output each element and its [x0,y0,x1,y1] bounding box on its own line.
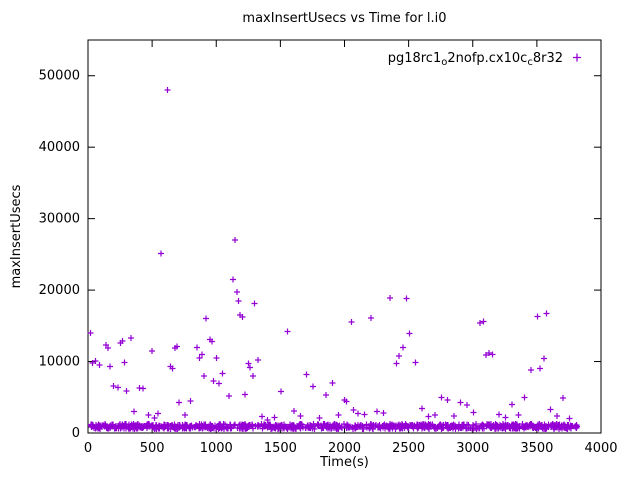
y-tick-label: 30000 [39,212,80,227]
y-axis-label: maxInsertUsecs [9,184,24,288]
x-tick-label: 500 [140,441,165,456]
y-tick-label: 10000 [39,355,80,370]
chart-title: maxInsertUsecs vs Time for l.i0 [242,11,446,26]
plot-border [87,39,602,434]
series-data-points [87,87,580,432]
x-tick-label: 0 [84,441,92,456]
legend-marker-plus-icon [573,53,581,62]
y-tick-label: 0 [72,426,80,441]
y-tick-label: 50000 [39,69,80,84]
x-tick-label: 2000 [328,441,361,456]
x-tick-label: 2500 [392,441,425,456]
x-axis-label: Time(s) [319,455,369,470]
legend-label: pg18rc1o2nofp.cx10cc8r32 [388,51,563,68]
x-tick-label: 3500 [520,441,553,456]
x-tick-label: 3000 [456,441,489,456]
y-tick-label: 40000 [39,140,80,155]
y-tick-label: 20000 [39,283,80,298]
x-tick-label: 1500 [264,441,297,456]
x-tick-label: 1000 [200,441,233,456]
x-tick-label: 4000 [584,441,617,456]
